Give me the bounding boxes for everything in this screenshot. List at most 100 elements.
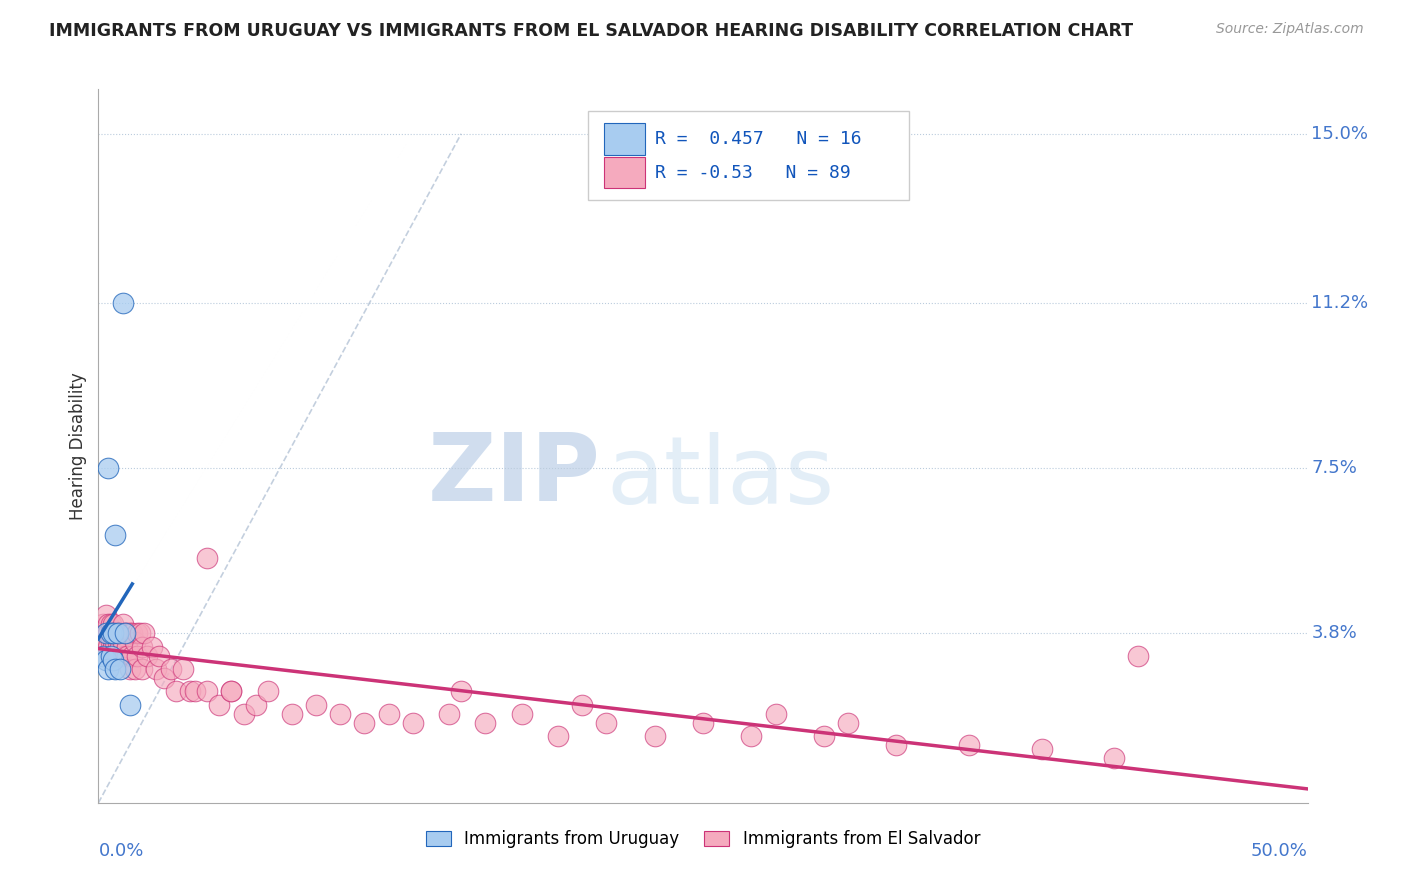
Point xyxy=(221,684,243,698)
Point xyxy=(94,635,117,649)
Point xyxy=(100,626,122,640)
Point xyxy=(886,738,908,752)
Point xyxy=(1102,751,1125,765)
Point xyxy=(104,648,127,663)
Point xyxy=(813,729,835,743)
Point xyxy=(94,653,117,667)
Text: 3.8%: 3.8% xyxy=(1312,624,1357,642)
Point xyxy=(111,626,134,640)
Point xyxy=(94,608,117,623)
Point xyxy=(837,715,859,730)
FancyBboxPatch shape xyxy=(588,111,908,200)
Point xyxy=(437,706,460,721)
Point xyxy=(195,684,218,698)
Point xyxy=(141,640,163,654)
Point xyxy=(127,626,149,640)
Point xyxy=(97,626,120,640)
Point xyxy=(118,698,141,712)
Point xyxy=(91,617,114,632)
Point xyxy=(91,648,114,663)
Y-axis label: Hearing Disability: Hearing Disability xyxy=(69,372,87,520)
Text: 15.0%: 15.0% xyxy=(1312,125,1368,143)
Point xyxy=(104,626,127,640)
FancyBboxPatch shape xyxy=(603,123,645,155)
Point xyxy=(100,648,122,663)
Point xyxy=(571,698,593,712)
Point xyxy=(97,461,120,475)
Point xyxy=(644,729,666,743)
Point xyxy=(107,626,129,640)
Point xyxy=(97,626,120,640)
Text: IMMIGRANTS FROM URUGUAY VS IMMIGRANTS FROM EL SALVADOR HEARING DISABILITY CORREL: IMMIGRANTS FROM URUGUAY VS IMMIGRANTS FR… xyxy=(49,22,1133,40)
Point xyxy=(100,635,122,649)
Point xyxy=(100,648,122,663)
Text: 7.5%: 7.5% xyxy=(1312,459,1357,477)
Point xyxy=(195,550,218,565)
Point xyxy=(104,635,127,649)
Point xyxy=(510,706,533,721)
Point xyxy=(184,684,207,698)
Point xyxy=(100,617,122,632)
Point xyxy=(108,626,131,640)
FancyBboxPatch shape xyxy=(603,157,645,188)
Point xyxy=(145,662,167,676)
Point xyxy=(165,684,187,698)
Point xyxy=(692,715,714,730)
Point xyxy=(547,729,569,743)
Point xyxy=(121,648,143,663)
Point xyxy=(97,640,120,654)
Text: ZIP: ZIP xyxy=(427,428,600,521)
Point xyxy=(108,648,131,663)
Point xyxy=(94,626,117,640)
Point xyxy=(160,662,183,676)
Point xyxy=(1128,648,1150,663)
Point xyxy=(221,684,243,698)
Point xyxy=(450,684,472,698)
Text: 11.2%: 11.2% xyxy=(1312,294,1368,312)
Point xyxy=(100,626,122,640)
Point xyxy=(957,738,980,752)
Point xyxy=(114,626,136,640)
Point xyxy=(124,635,146,649)
Point xyxy=(474,715,496,730)
Point xyxy=(232,706,254,721)
Point xyxy=(208,698,231,712)
Text: 50.0%: 50.0% xyxy=(1251,842,1308,860)
Text: Source: ZipAtlas.com: Source: ZipAtlas.com xyxy=(1216,22,1364,37)
Point xyxy=(107,626,129,640)
Point xyxy=(256,684,278,698)
Point xyxy=(101,626,124,640)
Point xyxy=(1031,742,1053,756)
Point xyxy=(107,640,129,654)
Point xyxy=(148,648,170,663)
Point xyxy=(127,648,149,663)
Point xyxy=(118,662,141,676)
Text: R =  0.457   N = 16: R = 0.457 N = 16 xyxy=(655,130,862,148)
Point xyxy=(97,662,120,676)
Point xyxy=(134,626,156,640)
Point xyxy=(97,617,120,632)
Point xyxy=(104,528,127,542)
Point xyxy=(111,635,134,649)
Point xyxy=(108,662,131,676)
Point xyxy=(104,626,127,640)
Point xyxy=(353,715,375,730)
Point xyxy=(101,617,124,632)
Point xyxy=(305,698,328,712)
Point xyxy=(595,715,617,730)
Text: R = -0.53   N = 89: R = -0.53 N = 89 xyxy=(655,164,851,182)
Point xyxy=(329,706,352,721)
Point xyxy=(111,617,134,632)
Point xyxy=(117,626,139,640)
Point xyxy=(402,715,425,730)
Point xyxy=(740,729,762,743)
Point xyxy=(377,706,399,721)
Point xyxy=(114,626,136,640)
Point xyxy=(281,706,304,721)
Point xyxy=(135,648,157,663)
Point xyxy=(152,671,174,685)
Point xyxy=(101,626,124,640)
Point xyxy=(128,626,150,640)
Point xyxy=(118,626,141,640)
Point xyxy=(131,640,153,654)
